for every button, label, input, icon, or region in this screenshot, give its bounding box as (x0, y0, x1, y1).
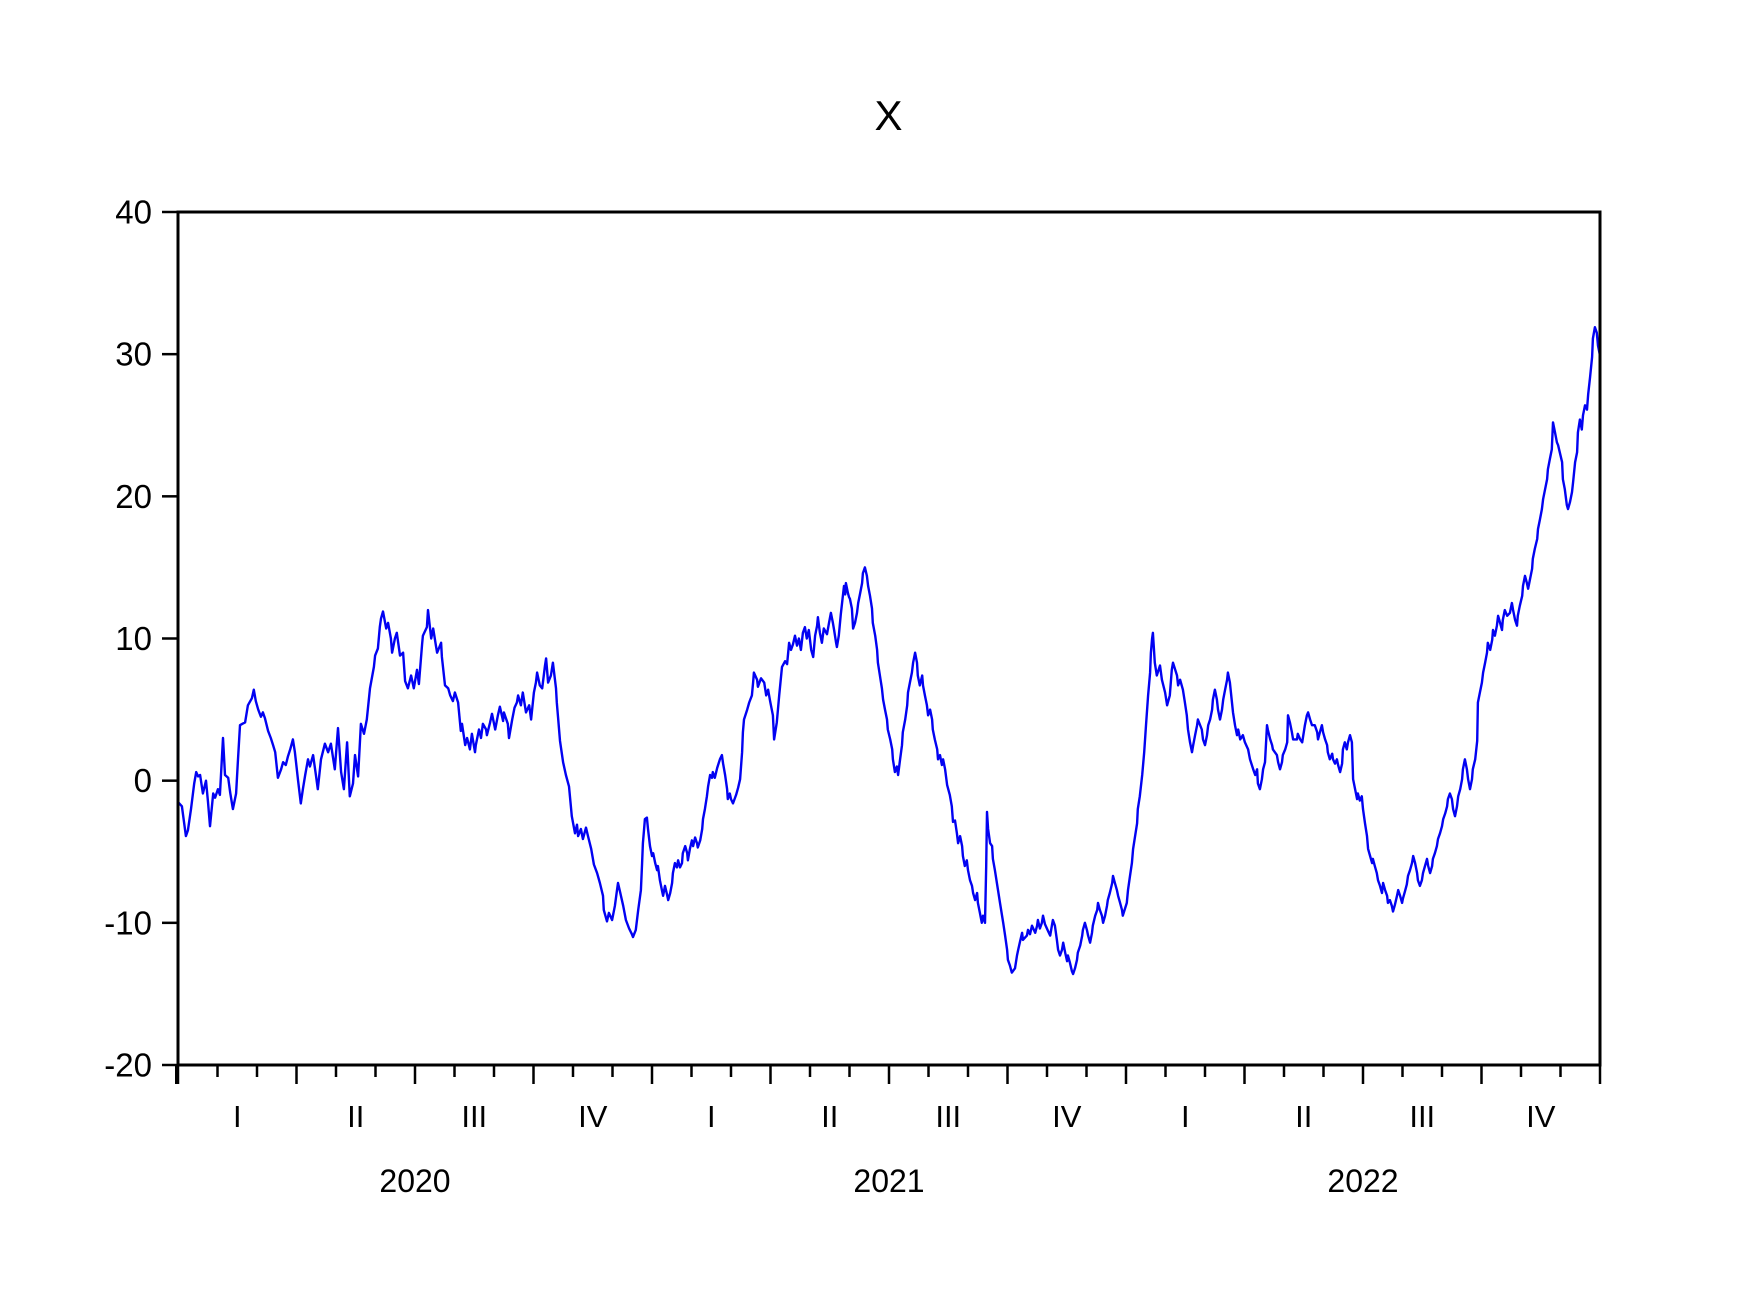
x-axis-year-label: 2021 (853, 1163, 924, 1199)
x-axis-quarter-label: III (1409, 1099, 1435, 1134)
y-axis-tick-label: 20 (115, 478, 152, 515)
y-axis-tick-label: 10 (115, 620, 152, 657)
chart-title: X (874, 92, 904, 139)
x-axis-quarter-label: III (935, 1099, 961, 1134)
x-axis-year-label: 2022 (1327, 1163, 1398, 1199)
x-axis-quarter-label: I (1181, 1099, 1190, 1134)
x-axis-quarter-label: IV (1052, 1099, 1082, 1134)
x-axis-quarter-label: II (821, 1099, 838, 1134)
x-axis-quarter-label: I (233, 1099, 242, 1134)
y-axis-tick-label: -20 (104, 1047, 152, 1084)
x-axis-quarter-label: IV (1526, 1099, 1556, 1134)
y-axis-tick-label: 40 (115, 194, 152, 231)
x-axis-quarter-label: III (461, 1099, 487, 1134)
plot-frame (176, 210, 1602, 1067)
series-line (178, 326, 1600, 976)
x-axis-quarter-label: II (347, 1099, 364, 1134)
x-axis-year-label: 2020 (379, 1163, 450, 1199)
x-axis-quarter-label: IV (578, 1099, 608, 1134)
y-axis-tick-label: -10 (104, 904, 152, 941)
y-axis-tick-label: 30 (115, 336, 152, 373)
y-axis-tick-label: 0 (134, 762, 152, 799)
x-axis-quarter-label: II (1295, 1099, 1312, 1134)
x-axis-quarter-label: I (707, 1099, 716, 1134)
